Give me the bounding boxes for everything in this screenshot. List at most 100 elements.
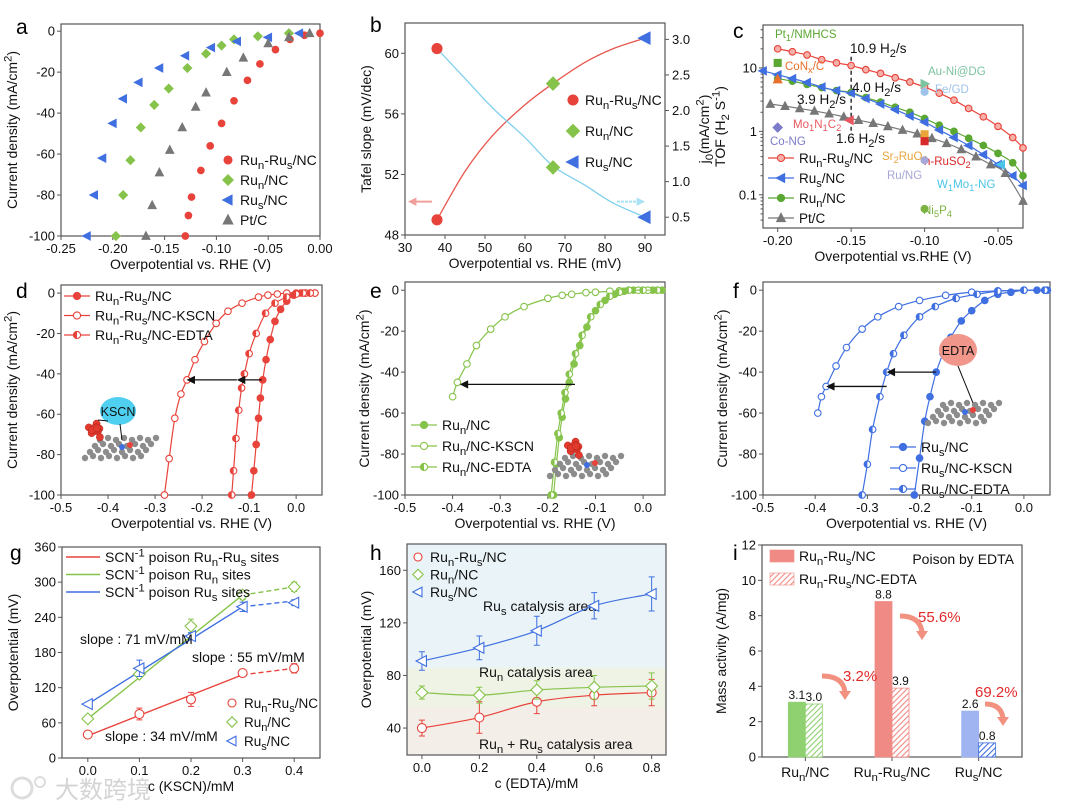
x-tick-label: -0.25 <box>46 241 76 256</box>
x-tick-label: 70 <box>558 240 572 255</box>
x-axis-label: Overpotential vs. RHE (V) <box>111 515 272 531</box>
y2-axis-label: j0(mA/cm2) <box>695 95 716 165</box>
region-label: Rus catalysis area <box>483 598 596 618</box>
data-point <box>919 117 929 127</box>
legend-label: Run-Rus/NC-EDTA <box>95 327 213 347</box>
reference-point <box>920 204 929 213</box>
x-tick-label: 40 <box>438 240 452 255</box>
y-tick-label: -60 <box>36 147 55 162</box>
legend-item: Run/NC <box>768 191 846 210</box>
y-tick-label: -20 <box>36 326 55 341</box>
data-point <box>472 341 481 350</box>
data-point <box>567 290 576 299</box>
reference-label: Ru/NG <box>887 170 922 182</box>
category-label: Run/NC <box>781 764 829 784</box>
carbon-atom <box>932 417 940 425</box>
legend-item: Run/NC-KSCN <box>411 438 534 458</box>
y-tick-label: -40 <box>380 365 399 380</box>
data-point <box>786 73 797 84</box>
arrow-left-icon <box>459 380 469 389</box>
fit-line <box>87 606 243 705</box>
data-point <box>847 61 855 70</box>
half-fill <box>578 331 583 339</box>
y-tick-label: 0 <box>49 751 56 766</box>
x-tick-label: 0.00 <box>307 241 332 256</box>
y-tick-label: -80 <box>36 447 55 462</box>
category-label: Rus/NC <box>955 764 1003 784</box>
y-tick-label: 300 <box>34 575 56 590</box>
legend-label: Run/NC <box>244 715 291 734</box>
half-fill <box>596 301 601 308</box>
data-point <box>529 624 542 638</box>
carbon-atom <box>956 419 964 427</box>
data-point <box>644 587 657 601</box>
y-tick-label: 180 <box>34 645 56 660</box>
legend-marker <box>413 552 423 562</box>
annotation: 1.6 H2/s <box>836 131 885 150</box>
data-point <box>830 85 841 96</box>
half-fill <box>615 288 620 296</box>
data-point <box>185 694 197 705</box>
carbon-atom <box>990 405 998 413</box>
y2-tick-label: 0.5 <box>672 210 690 225</box>
data-point <box>235 600 248 614</box>
data-point <box>237 667 248 679</box>
data-point <box>941 137 952 148</box>
x-tick-label: -0.3 <box>856 500 878 515</box>
data-point <box>164 144 175 154</box>
bar-pristine <box>787 701 806 758</box>
x-tick-label: 90 <box>638 240 652 255</box>
carbon-atom <box>972 419 980 427</box>
pointer-line <box>957 365 974 404</box>
y-tick-label: -100 <box>731 488 757 503</box>
data-point <box>906 78 914 86</box>
data-point <box>117 93 128 104</box>
carbon-atom <box>110 446 118 454</box>
carbon-atom <box>979 399 987 407</box>
x-tick-label: 0.4 <box>528 760 546 775</box>
bar-value-label: 2.6 <box>962 697 979 711</box>
data-point <box>224 307 232 316</box>
y2-tick-label: 2.5 <box>672 67 690 82</box>
data-point <box>967 306 976 315</box>
data-point <box>293 28 304 39</box>
x-tick-label: -0.3 <box>489 500 511 515</box>
legend-marker <box>411 586 423 598</box>
y-tick-label: 10 <box>742 573 756 588</box>
y-axis-label: Current density (mA/cm2) <box>3 311 20 469</box>
decrease-percent: 55.6% <box>918 609 961 626</box>
half-fill <box>228 491 232 499</box>
half-fill <box>230 467 234 475</box>
x-axis-label: Overpotential vs.RHE (V) <box>814 248 971 264</box>
x-tick-label: 30 <box>398 240 412 255</box>
panel-a: -0.25 -0.20 -0.15 -0.10 -0.05 0.00 0 -20 -40 -60 -… <box>3 16 333 272</box>
half-fill <box>858 491 863 499</box>
x-tick-label: -0.4 <box>441 500 463 515</box>
bar-value-label: 0.8 <box>979 729 996 743</box>
y-axis-label: Current density (mA/cm2) <box>355 309 372 467</box>
carbon-atom <box>980 417 988 425</box>
carbon-atom <box>131 440 139 448</box>
x-tick-label: -0.15 <box>836 233 866 248</box>
data-point <box>132 662 145 675</box>
reference-point <box>773 58 782 67</box>
data-point <box>964 134 973 143</box>
nitrogen-atom <box>119 444 125 450</box>
bar-value-label: 3.9 <box>892 674 909 688</box>
legend-label: Run-Rus/NC <box>95 288 172 308</box>
reference-label: Co-NG <box>770 136 806 148</box>
data-point <box>254 414 263 423</box>
x-tick-label: 0.6 <box>585 760 603 775</box>
data-point <box>1008 158 1017 167</box>
y-tick-label: 8 <box>749 608 756 623</box>
data-point <box>979 112 988 121</box>
data-point <box>637 210 651 225</box>
carbon-atom <box>586 470 594 478</box>
data-point <box>832 362 840 370</box>
fit-curve <box>436 37 646 221</box>
data-point <box>889 104 900 115</box>
data-point <box>249 466 258 475</box>
legend-marker <box>419 420 429 430</box>
data-point <box>994 122 1002 131</box>
reference-point <box>772 73 783 84</box>
